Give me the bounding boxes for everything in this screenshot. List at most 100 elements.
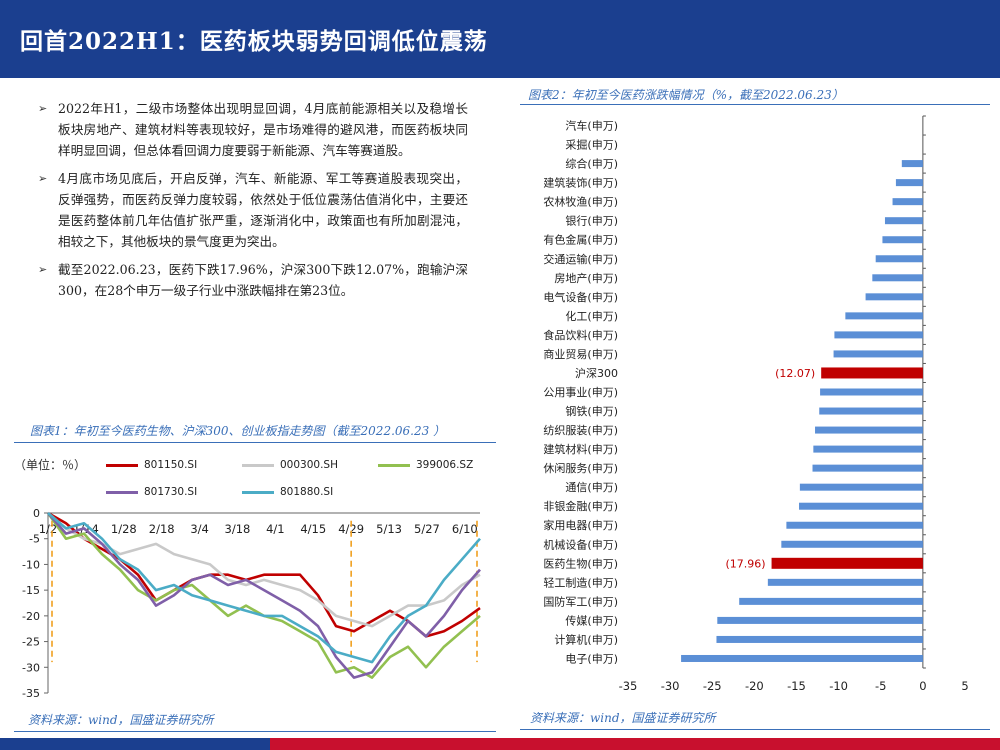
footer-red-strip (270, 738, 1000, 750)
x-tick-label: 1/28 (111, 522, 137, 536)
legend-label: 000300.SH (280, 459, 338, 471)
bar (767, 578, 923, 586)
category-label: 轻工制造(申万) (543, 575, 618, 589)
bar (813, 445, 923, 453)
figure1-title: 图表1：年初至今医药生物、沪深300、创业板指走势图（截至2022.06.23 … (30, 424, 446, 438)
bullet-text: 4月底市场见底后，开启反弹，汽车、新能源、军工等赛道股表现突出，反弹强势，而医药… (58, 171, 468, 249)
bar (875, 255, 923, 263)
arrow-bullet-icon: ➢ (38, 172, 48, 185)
bar (786, 521, 923, 529)
bar (865, 293, 923, 301)
x-tick-label: 5/13 (376, 522, 402, 536)
x-tick-label: 0 (919, 679, 926, 693)
bar (771, 557, 923, 569)
figure2-rule (520, 104, 990, 105)
x-tick-label: 5 (961, 679, 968, 693)
category-label: 建筑材料(申万) (543, 442, 618, 456)
bar (681, 654, 923, 662)
category-label: 家用电器(申万) (543, 518, 618, 532)
bar (901, 160, 923, 168)
y-tick-label: -20 (22, 610, 40, 623)
series-line (46, 512, 481, 679)
x-tick-label: 2/18 (149, 522, 175, 536)
legend-swatch (242, 463, 274, 467)
x-tick-label: -5 (875, 679, 886, 693)
bullet-text: 截至2022.06.23，医药下跌17.96%，沪深300下跌12.07%，跑输… (58, 262, 468, 298)
x-tick-label: 5/27 (414, 522, 440, 536)
bar (892, 198, 923, 206)
legend-item: 801880.SI (242, 486, 333, 498)
figure2-bottom-rule (520, 729, 990, 730)
x-tick-label: 4/1 (266, 522, 285, 536)
legend-item: 000300.SH (242, 459, 338, 471)
category-label: 交通运输(申万) (543, 252, 618, 266)
series-line (47, 512, 481, 628)
x-tick-label: -20 (745, 679, 764, 693)
figure1-bottom-rule (14, 731, 496, 732)
arrow-bullet-icon: ➢ (38, 263, 48, 276)
x-tick-label: 4/15 (300, 522, 326, 536)
bar (821, 367, 923, 379)
figure2-source: 资料来源：wind，国盛证券研究所 (530, 711, 716, 725)
legend-label: 801880.SI (280, 486, 334, 498)
line-chart: 0-5-10-15-20-25-30-351/2 1/14 1/28 2/18 3/4 3… (22, 507, 481, 700)
title-bar: 回首2022H1：医药板块弱势回调低位震荡 (0, 0, 1000, 78)
category-label: 银行(申万) (565, 214, 618, 228)
bar (872, 274, 923, 282)
bullet-item: ➢ 截至2022.06.23，医药下跌17.96%，沪深300下跌12.07%，… (38, 259, 468, 301)
x-tick-label: 4/29 (338, 522, 364, 536)
bar-chart: 汽车(申万) 采掘(申万) 综合(申万) 建筑装饰(申万) 农林牧渔(申万) 银行(申万)… (543, 115, 969, 693)
y-tick-label: -25 (22, 636, 40, 649)
category-label: 电气设备(申万) (543, 290, 618, 304)
bullet-text: 2022年H1，二级市场整体出现明显回调，4月底前能源相关以及稳增长板块房地产、… (58, 101, 468, 158)
category-label: 食品饮料(申万) (543, 328, 618, 342)
bar (884, 217, 923, 225)
category-label: 化工(申万) (565, 309, 618, 323)
bar (799, 483, 923, 491)
bar (717, 616, 923, 624)
category-label: 非银金融(申万) (543, 499, 618, 513)
x-tick-label: -15 (787, 679, 806, 693)
category-label: 国防军工(申万) (543, 594, 618, 608)
data-label: (12.07) (775, 367, 815, 380)
legend-label: 801730.SI (144, 486, 198, 498)
y-tick-label: 0 (33, 507, 40, 520)
legend-swatch (378, 463, 410, 467)
category-label: 电子(申万) (565, 652, 618, 665)
category-label: 商业贸易(申万) (543, 347, 618, 361)
category-label: 公用事业(申万) (543, 386, 618, 399)
bullet-list: ➢ 2022年H1，二级市场整体出现明显回调，4月底前能源相关以及稳增长板块房地… (38, 98, 468, 308)
arrow-bullet-icon: ➢ (38, 102, 48, 115)
series-line (47, 512, 481, 664)
figure1-source: 资料来源：wind，国盛证券研究所 (28, 713, 214, 727)
category-label: 建筑装饰(申万) (543, 176, 618, 190)
bar (716, 635, 923, 643)
legend-label: 801150.SI (144, 459, 198, 471)
x-tick-label: -30 (661, 679, 680, 693)
x-tick-label: 3/4 (190, 522, 209, 536)
category-label: 通信(申万) (565, 481, 618, 494)
category-label: 有色金属(申万) (543, 233, 618, 247)
legend-swatch (106, 463, 138, 467)
y-tick-label: -30 (22, 661, 40, 674)
legend-swatch (106, 490, 138, 494)
series-line (47, 512, 481, 679)
y-tick-label: -10 (22, 558, 40, 571)
y-tick-label: -5 (29, 533, 40, 546)
bar (845, 312, 923, 320)
x-tick-label: -25 (703, 679, 722, 693)
category-label: 传媒(申万) (565, 614, 618, 627)
category-label: 医药生物(申万) (543, 556, 618, 570)
legend-item: 801150.SI (106, 459, 197, 471)
y-tick-label: -35 (22, 687, 40, 700)
bullet-item: ➢ 2022年H1，二级市场整体出现明显回调，4月底前能源相关以及稳增长板块房地… (38, 98, 468, 161)
bar (781, 540, 923, 548)
x-tick-label: -10 (829, 679, 848, 693)
category-label: 农林牧渔(申万) (543, 195, 618, 209)
footer-blue-strip (0, 738, 270, 750)
category-label: 纺织服装(申万) (543, 423, 618, 437)
x-tick-label: 3/18 (225, 522, 251, 536)
figure2-title: 图表2：年初至今医药涨跌幅情况（%，截至2022.06.23） (528, 88, 844, 102)
bar (739, 597, 923, 605)
bar (820, 388, 923, 396)
